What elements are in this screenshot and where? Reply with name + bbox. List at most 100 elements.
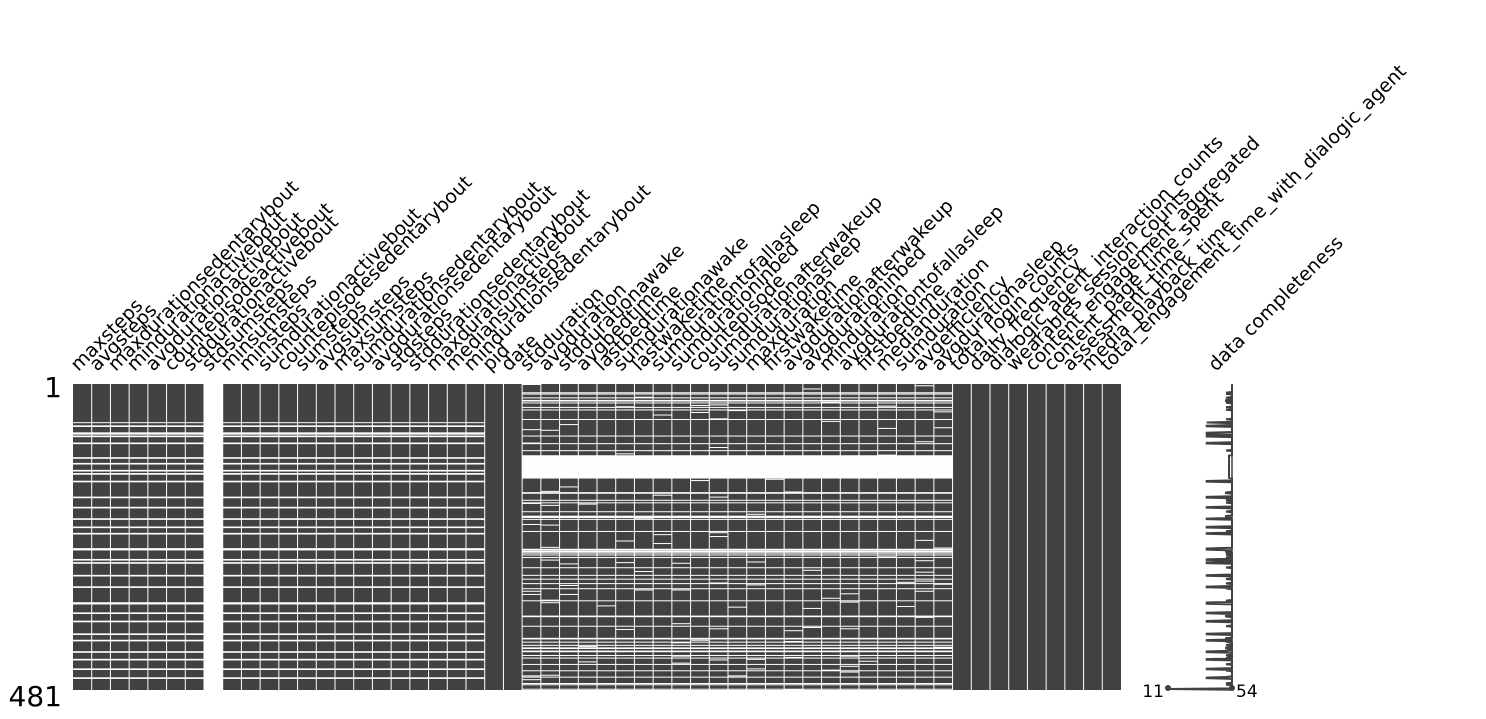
missing-cell	[784, 647, 803, 649]
missing-cell	[185, 518, 204, 520]
missing-cell	[353, 527, 373, 529]
missing-cell	[653, 464, 672, 466]
missing-cell	[746, 651, 766, 653]
missing-cell	[653, 516, 672, 518]
missing-cell	[634, 492, 654, 494]
missing-cell	[578, 459, 597, 461]
missing-cell	[447, 473, 466, 475]
missing-cell	[466, 669, 485, 671]
missing-cell	[671, 400, 691, 402]
missing-cell	[915, 502, 934, 504]
missing-cell	[316, 633, 335, 635]
matrix-column	[597, 384, 616, 690]
missing-cell	[335, 669, 354, 671]
missing-cell	[915, 457, 934, 459]
missing-cell	[915, 385, 934, 387]
missing-cell	[859, 492, 878, 494]
missing-cell	[578, 406, 597, 408]
missing-cell	[765, 418, 785, 420]
missing-cell	[765, 471, 785, 473]
missing-cell	[597, 471, 616, 473]
missing-cell	[896, 472, 916, 474]
missing-cell	[447, 432, 466, 434]
missing-cell	[129, 669, 148, 671]
missing-cell	[933, 466, 953, 468]
missing-cell	[540, 578, 560, 580]
missing-cell	[185, 558, 204, 560]
missing-cell	[802, 515, 822, 517]
sparkline-max-marker	[1229, 685, 1235, 691]
missing-cell	[409, 669, 429, 671]
missing-cell	[859, 688, 878, 690]
missing-cell	[634, 511, 654, 513]
missing-cell	[297, 470, 317, 472]
missing-cell	[634, 472, 654, 474]
missing-cell	[671, 450, 691, 452]
missing-cell	[859, 641, 878, 643]
missing-cell	[409, 562, 429, 564]
missing-cell	[466, 442, 485, 444]
missing-cell	[185, 507, 204, 509]
missing-cell	[522, 502, 541, 504]
missing-cell	[840, 457, 859, 459]
missing-cell	[466, 562, 485, 564]
missing-cell	[634, 473, 654, 475]
missing-cell	[671, 460, 691, 462]
missing-cell	[840, 473, 859, 475]
missing-cell	[241, 548, 261, 550]
missing-cell	[297, 436, 317, 438]
missing-cell	[765, 683, 785, 684]
missing-cell	[653, 543, 672, 545]
missing-cell	[671, 650, 691, 652]
missing-cell	[540, 464, 560, 466]
missing-cell	[709, 515, 728, 517]
missing-cell	[522, 663, 541, 665]
missing-cell	[316, 526, 335, 528]
missing-cell	[840, 470, 859, 472]
missing-cell	[597, 615, 616, 617]
missing-cell	[765, 644, 785, 646]
missing-cell	[877, 469, 897, 471]
missing-cell	[615, 655, 635, 657]
missing-cell	[896, 402, 916, 404]
missing-cell	[540, 504, 560, 506]
missing-cell	[840, 593, 859, 595]
missing-cell	[859, 474, 878, 476]
missing-cell	[316, 562, 335, 564]
missing-cell	[784, 516, 803, 518]
missing-cell	[540, 567, 560, 569]
missing-cell	[91, 549, 111, 551]
missing-cell	[129, 621, 148, 623]
missing-cell	[802, 516, 822, 518]
missing-cell	[372, 526, 392, 528]
missing-cell	[615, 459, 635, 461]
missing-cell	[877, 567, 897, 569]
missing-cell	[540, 674, 560, 676]
missing-cell	[634, 466, 654, 468]
missing-cell	[391, 532, 410, 534]
missing-cell	[185, 548, 204, 550]
missing-cell	[933, 455, 953, 457]
missing-cell	[728, 473, 747, 475]
missing-cell	[540, 472, 560, 474]
missing-cell	[653, 474, 672, 476]
missing-cell	[859, 550, 878, 552]
missing-cell	[821, 502, 841, 504]
missing-cell	[540, 409, 560, 411]
missing-cell	[166, 658, 186, 660]
missing-cell	[466, 602, 485, 604]
missing-cell	[859, 470, 878, 472]
missing-cell	[260, 497, 279, 499]
missing-cell	[915, 471, 934, 473]
missing-cell	[597, 393, 616, 395]
missing-cell	[653, 393, 672, 395]
missing-cell	[466, 613, 485, 615]
missing-cell	[147, 574, 167, 576]
missing-cell	[522, 615, 541, 617]
missing-cell	[709, 475, 728, 477]
missing-cell	[634, 462, 654, 464]
missing-cell	[784, 463, 803, 465]
missing-cell	[428, 506, 448, 508]
missing-cell	[185, 613, 204, 615]
missing-cell	[129, 549, 148, 551]
